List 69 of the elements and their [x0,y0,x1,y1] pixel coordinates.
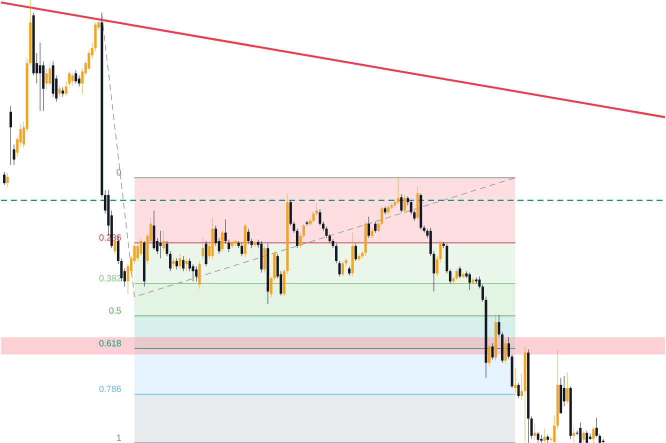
candlestick [3,172,6,185]
candlestick [387,204,390,215]
candlestick [536,431,540,443]
candlestick [468,272,471,290]
candlestick [517,382,520,398]
candlestick [78,75,80,87]
candlestick [182,256,185,272]
candlestick [358,253,360,262]
candlestick [354,243,358,262]
series-label: 0.382 [99,274,121,282]
candlestick [342,260,344,277]
candlestick [221,230,224,252]
candlestick [465,270,468,278]
candlestick [195,266,198,282]
candlestick [12,144,16,166]
candlestick [62,87,64,97]
series-label: 0.786 [99,386,121,392]
candlestick [172,258,175,269]
candlestick [71,72,74,86]
candlestick [204,240,208,266]
candlestick [176,258,178,270]
candlestick [312,210,315,223]
candlestick [338,260,341,277]
candlestick [586,430,588,443]
candlestick [335,243,338,264]
candlestick [396,176,400,204]
candlestick [202,238,204,260]
candlestick [403,194,406,212]
candlestick [553,415,556,443]
candlestick [572,426,576,443]
candlestick [543,428,546,443]
candlestick [582,430,585,443]
candlestick [368,216,370,238]
candlestick [306,220,308,226]
series-label: 0 [116,169,121,176]
candlestick [455,268,458,281]
candlestick [162,230,165,252]
candlestick [38,42,42,112]
candlestick [74,70,78,84]
candlestick [348,266,351,276]
candlestick [263,246,266,273]
candlestick [240,242,244,256]
candlestick [400,194,403,212]
candlestick [10,106,12,166]
candlestick [458,266,462,278]
candlestick [58,85,61,97]
candlestick [185,258,188,272]
candlestick [192,264,194,282]
candlestick [370,227,374,238]
candlestick [198,260,201,289]
candlestick [504,340,507,364]
candlestick [178,253,182,269]
candlestick [45,68,48,89]
candlestick [250,238,253,248]
candlestick [247,228,250,244]
candlestick [514,367,517,394]
candlestick [534,423,536,440]
series-label: 0.618 [99,340,121,346]
candlestick [374,221,377,233]
candlestick [152,210,156,250]
candlestick [592,426,595,443]
candlestick [472,278,474,285]
candlestick [579,422,582,443]
series-label: 0.5 [109,307,121,314]
candlestick [48,62,52,86]
candlestick [566,372,569,404]
series-label: 1 [117,434,121,441]
candlestick [488,344,490,366]
candlestick [136,243,139,262]
